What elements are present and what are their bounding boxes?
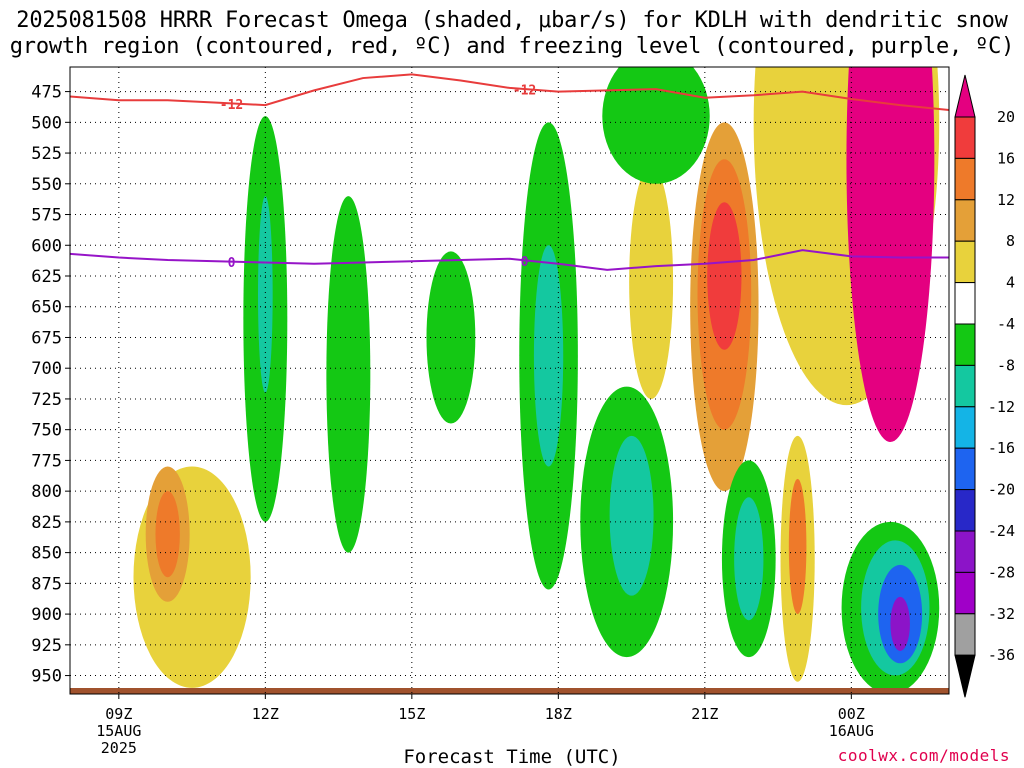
y-tick-label: 850 <box>31 544 62 564</box>
omega-region--4-21 <box>602 67 710 184</box>
colorbar-label: -20 <box>988 481 1015 499</box>
y-tick-label: 725 <box>31 390 62 410</box>
y-tick-label: 675 <box>31 328 62 348</box>
y-tick-label: 475 <box>31 83 62 103</box>
chart-title-line-2: growth region (contoured, red, ºC) and f… <box>9 34 1015 59</box>
contour-label: -12 <box>513 84 536 99</box>
y-tick-label: 775 <box>31 451 62 471</box>
contour-label: 0 <box>228 256 236 271</box>
y-tick-label: 800 <box>31 482 62 502</box>
y-tick-label: 550 <box>31 175 62 195</box>
omega-region-12-8 <box>155 491 180 578</box>
colorbar-box <box>954 613 976 656</box>
colorbar-label: -8 <box>997 356 1015 374</box>
y-tick-label: 625 <box>31 267 62 287</box>
x-tick-label: 18Z <box>545 705 572 723</box>
colorbar-label: -24 <box>988 522 1015 540</box>
colorbar-box <box>954 323 976 366</box>
colorbar-bottom-arrow <box>954 654 976 698</box>
colorbar-box <box>954 116 976 159</box>
y-tick-label: 825 <box>31 513 62 533</box>
colorbar-box <box>954 282 976 325</box>
x-axis-label: Forecast Time (UTC) <box>403 746 621 768</box>
y-tick-label: 600 <box>31 236 62 256</box>
x-tick-label: 09Z <box>105 705 132 723</box>
y-tick-label: 500 <box>31 113 62 133</box>
colorbar-label: -36 <box>988 646 1015 664</box>
x-tick-label: 15Z <box>398 705 425 723</box>
colorbar-box <box>954 571 976 615</box>
colorbar-label: -4 <box>997 315 1015 333</box>
colorbar-top-arrow <box>954 74 976 118</box>
colorbar-box <box>954 406 976 449</box>
colorbar-label: -32 <box>988 605 1015 623</box>
x-tick-label: 21Z <box>691 705 718 723</box>
colorbar-box <box>954 157 976 201</box>
omega-region-12-10 <box>788 478 807 615</box>
x-tick-label: 12Z <box>252 705 279 723</box>
x-tick-label: 2025 <box>101 739 137 757</box>
omega-region--12-20 <box>734 497 764 621</box>
contour-line-0 <box>70 73 949 112</box>
omega-region--12-12 <box>258 196 273 393</box>
colorbar-box <box>954 530 976 573</box>
omega-region-4-0 <box>629 165 674 399</box>
colorbar-box <box>954 240 976 284</box>
plot-frame <box>69 66 950 695</box>
contour-label: 0 <box>521 255 529 270</box>
omega-region--4-13 <box>326 196 371 553</box>
colorbar-label: 12 <box>997 191 1015 209</box>
y-tick-label: 925 <box>31 636 62 656</box>
omega-region--12-16 <box>533 245 564 467</box>
omega-region--28-25 <box>890 596 910 651</box>
contour-label: -12 <box>220 98 243 113</box>
colorbar-box <box>954 199 976 242</box>
colorbar-label: 16 <box>997 149 1015 167</box>
omega-region-20-5 <box>846 67 935 442</box>
y-tick-label: 525 <box>31 144 62 164</box>
colorbar-label: -28 <box>988 563 1015 581</box>
x-tick-label: 16AUG <box>829 722 874 740</box>
colorbar-box <box>954 489 976 532</box>
y-tick-label: 650 <box>31 298 62 318</box>
omega-region--12-18 <box>609 435 654 596</box>
x-tick-label: 00Z <box>838 705 865 723</box>
omega-region-16-4 <box>707 202 742 350</box>
credit-text: coolwx.com/models <box>837 746 1010 765</box>
colorbar-label: -12 <box>988 398 1015 416</box>
y-tick-label: 575 <box>31 206 62 226</box>
colorbar-label: 20 <box>997 108 1015 126</box>
colorbar-box <box>954 364 976 408</box>
y-tick-label: 950 <box>31 667 62 687</box>
terrain-strip <box>70 688 949 694</box>
x-tick-label: 15AUG <box>96 722 141 740</box>
colorbar-label: 8 <box>1006 232 1015 250</box>
colorbar-label: 4 <box>1006 274 1015 292</box>
colorbar-label: -16 <box>988 439 1015 457</box>
y-tick-label: 900 <box>31 605 62 625</box>
contour-line-1 <box>70 249 949 271</box>
y-tick-label: 700 <box>31 359 62 379</box>
y-tick-label: 875 <box>31 574 62 594</box>
colorbar-box <box>954 447 976 491</box>
y-tick-label: 750 <box>31 421 62 441</box>
chart-title-line-1: 2025081508 HRRR Forecast Omega (shaded, … <box>16 8 1008 33</box>
